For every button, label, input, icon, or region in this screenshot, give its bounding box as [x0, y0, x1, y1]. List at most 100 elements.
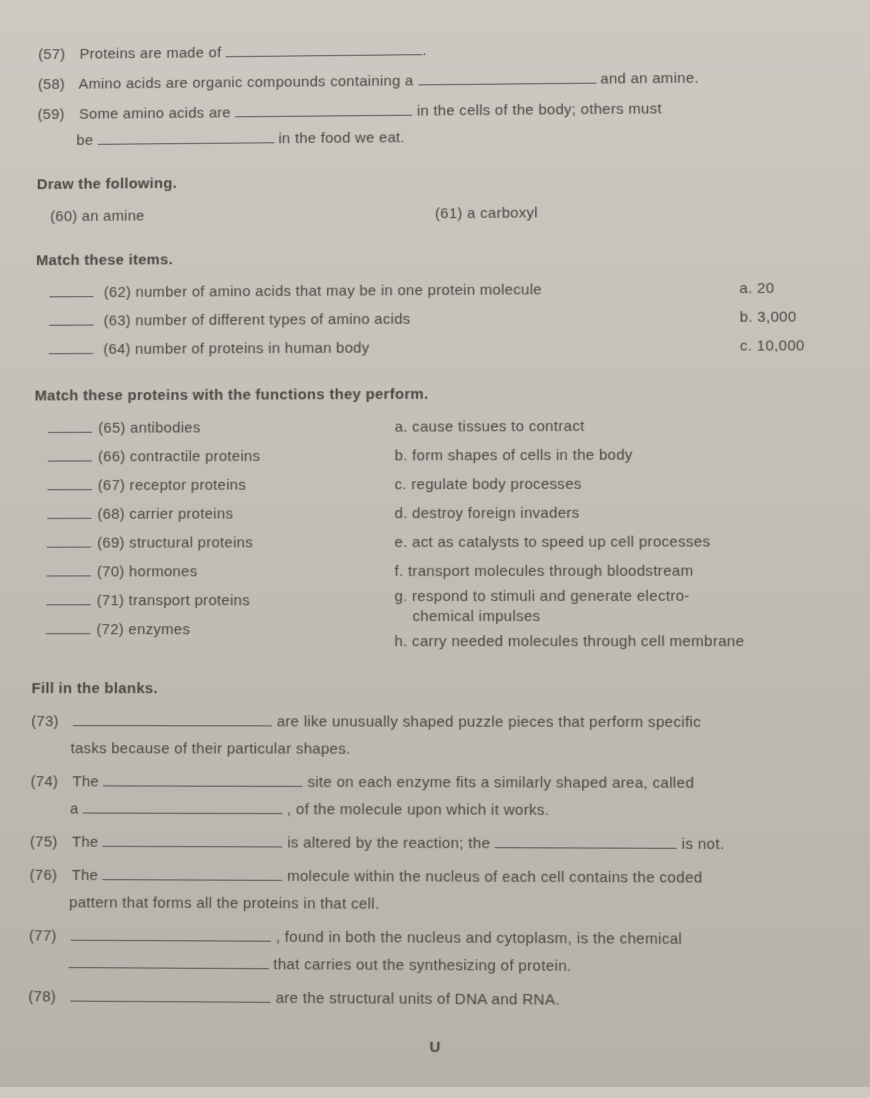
answer-blank[interactable] — [49, 353, 93, 354]
question-text: receptor proteins — [130, 477, 247, 494]
question-text: carrier proteins — [129, 506, 233, 523]
fill-blank[interactable] — [71, 1001, 271, 1003]
fill-blank[interactable] — [73, 725, 272, 726]
question-number: (72) — [96, 621, 124, 638]
question-70: (70) hormones — [46, 558, 394, 585]
question-text: Some amino acids are — [79, 105, 231, 123]
question-text: , of the molecule upon which it works. — [287, 801, 549, 819]
question-text: contractile proteins — [130, 448, 261, 465]
section-heading-match-proteins: Match these proteins with the functions … — [35, 379, 842, 409]
question-number: (60) — [50, 208, 77, 225]
answer-blank[interactable] — [46, 633, 91, 634]
match-option-a: a. 20 — [739, 275, 840, 302]
question-77: (77) , found in both the nucleus and cyt… — [29, 922, 848, 981]
question-57: (57) Proteins are made of . — [38, 33, 837, 68]
question-72: (72) enzymes — [46, 616, 395, 643]
answer-blank[interactable] — [48, 432, 92, 433]
question-text: The — [72, 773, 99, 790]
question-text: number of different types of amino acids — [135, 311, 410, 329]
question-number: (63) — [103, 313, 131, 330]
fill-blank[interactable] — [235, 115, 412, 118]
section-heading-draw: Draw the following. — [37, 165, 839, 198]
question-62: (62) number of amino acids that may be i… — [36, 275, 840, 307]
match-option-f: f. transport molecules through bloodstre… — [395, 557, 844, 585]
question-number: (71) — [97, 592, 125, 609]
question-text: site on each enzyme fits a similarly sha… — [307, 774, 694, 792]
question-text: a — [70, 800, 79, 817]
match-option-b: b. form shapes of cells in the body — [395, 441, 842, 469]
section-heading-match-items: Match these items. — [36, 242, 840, 274]
option-text: chemical impulses — [394, 607, 540, 624]
match-option-a: a. cause tissues to contract — [395, 412, 842, 441]
question-text: an amine — [82, 208, 145, 225]
question-number: (58) — [38, 71, 75, 98]
option-text: g. respond to stimuli and generate elect… — [394, 588, 689, 605]
answer-blank[interactable] — [47, 489, 91, 490]
question-number: (77) — [29, 922, 67, 950]
question-78: (78) are the structural units of DNA and… — [28, 983, 848, 1016]
question-number: (64) — [103, 341, 131, 358]
answer-blank[interactable] — [46, 604, 90, 605]
match-option-c: c. 10,000 — [740, 332, 841, 359]
answer-blank[interactable] — [47, 575, 91, 576]
match-option-g: g. respond to stimuli and generate elect… — [394, 587, 843, 627]
fill-blank[interactable] — [83, 813, 283, 815]
fill-blank[interactable] — [418, 83, 596, 86]
question-text: is altered by the reaction; the — [287, 834, 490, 852]
question-71: (71) transport proteins — [46, 587, 394, 614]
question-63: (63) number of different types of amino … — [35, 303, 840, 334]
question-text: number of proteins in human body — [135, 340, 369, 358]
match-option-h: h. carry needed molecules through cell m… — [394, 628, 843, 655]
question-number: (76) — [29, 862, 67, 889]
answer-blank[interactable] — [47, 547, 91, 548]
question-66: (66) contractile proteins — [48, 443, 395, 471]
question-59: (59) Some amino acids are in the cells o… — [37, 94, 838, 154]
fill-blank[interactable] — [103, 785, 303, 786]
fill-blank[interactable] — [71, 940, 271, 942]
question-text: pattern that forms all the proteins in t… — [69, 894, 379, 913]
question-text: , found in both the nucleus and cytoplas… — [276, 929, 682, 948]
answer-blank[interactable] — [49, 325, 93, 326]
question-text: number of amino acids that may be in one… — [136, 281, 542, 300]
question-65: (65) antibodies — [48, 414, 395, 442]
question-text: transport proteins — [129, 592, 250, 609]
question-text: antibodies — [130, 420, 201, 437]
question-number: (73) — [31, 708, 69, 735]
question-text: a carboxyl — [467, 205, 538, 222]
fill-blank[interactable] — [226, 54, 423, 57]
question-text: Proteins are made of — [80, 45, 222, 63]
question-number: (61) — [435, 205, 463, 222]
answer-blank[interactable] — [48, 460, 92, 461]
match-option-b: b. 3,000 — [740, 303, 841, 330]
question-58: (58) Amino acids are organic compounds c… — [38, 64, 838, 98]
question-61: (61) a carboxyl — [435, 197, 839, 227]
answer-blank[interactable] — [49, 296, 93, 297]
question-60: (60) an amine — [36, 201, 435, 230]
fill-blank[interactable] — [69, 967, 269, 969]
fill-blank[interactable] — [103, 846, 283, 848]
question-74: (74) The site on each enzyme fits a simi… — [30, 768, 845, 825]
answer-blank[interactable] — [47, 518, 91, 519]
question-text: The — [71, 867, 98, 884]
question-text: molecule within the nucleus of each cell… — [287, 868, 703, 887]
match-option-e: e. act as catalysts to speed up cell pro… — [395, 528, 843, 556]
question-text: tasks because of their particular shapes… — [71, 740, 351, 758]
question-76: (76) The molecule within the nucleus of … — [29, 862, 846, 920]
match-option-c: c. regulate body processes — [395, 470, 843, 498]
page-footer: U — [28, 1031, 849, 1064]
question-69: (69) structural proteins — [47, 529, 395, 557]
question-number: (65) — [98, 420, 126, 437]
question-number: (67) — [98, 477, 126, 494]
question-text: Amino acids are organic compounds contai… — [78, 73, 413, 93]
question-number: (66) — [98, 448, 126, 465]
question-text: that carries out the synthesizing of pro… — [273, 956, 571, 975]
question-text: are the structural units of DNA and RNA. — [276, 990, 560, 1009]
fill-blank[interactable] — [98, 142, 274, 145]
match-option-d: d. destroy foreign invaders — [395, 499, 843, 527]
fill-blank[interactable] — [103, 879, 283, 881]
question-text: in the food we eat. — [278, 129, 404, 147]
question-number: (69) — [97, 535, 125, 552]
question-number: (75) — [30, 828, 68, 855]
fill-blank[interactable] — [495, 847, 677, 849]
question-73: (73) are like unusually shaped puzzle pi… — [31, 708, 845, 764]
